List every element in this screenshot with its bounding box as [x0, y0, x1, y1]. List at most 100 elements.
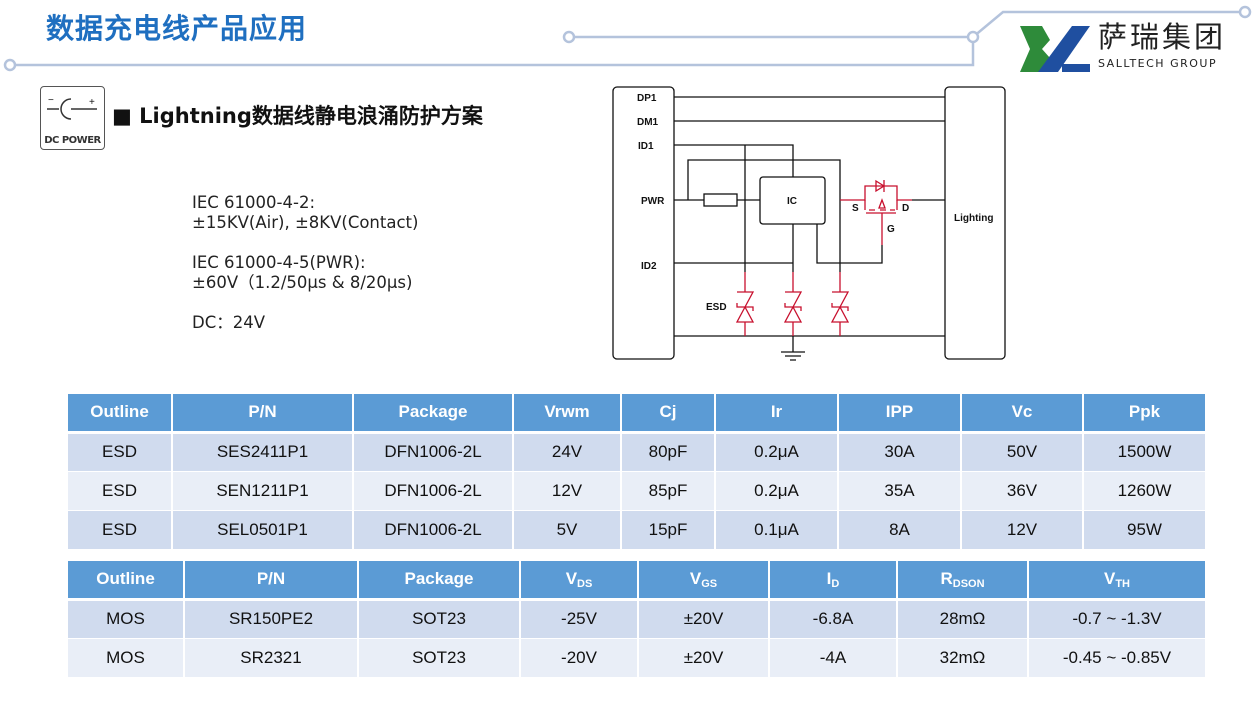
header-text: P/N: [256, 569, 286, 589]
column-header: Cj: [621, 394, 716, 434]
table-cell: 35A: [838, 471, 962, 511]
column-header: Outline: [68, 394, 173, 434]
table-cell: -25V: [520, 599, 639, 639]
table-cell: ±20V: [638, 638, 770, 678]
section-title-text: Lightning数据线静电浪涌防护方案: [139, 104, 483, 128]
column-header: P/N: [184, 561, 359, 601]
header-text: V: [1103, 568, 1116, 588]
table-cell: 85pF: [621, 471, 716, 511]
table-cell: SR2321: [184, 638, 359, 678]
header-text: V: [565, 568, 578, 588]
spec-line: ±60V（1.2/50μs & 8/20μs): [192, 273, 413, 292]
column-header: Vrwm: [513, 394, 622, 434]
table-cell: 1260W: [1083, 471, 1205, 511]
table-cell: 12V: [961, 510, 1084, 550]
table-cell: DFN1006-2L: [353, 432, 514, 472]
source-label: S: [852, 203, 859, 214]
pin-label: ID1: [638, 141, 654, 152]
header-subscript: D: [831, 577, 840, 590]
header-text: Outline: [96, 569, 155, 589]
header-subscript: GS: [701, 577, 718, 590]
table-cell: SEL0501P1: [172, 510, 354, 550]
table-cell: DFN1006-2L: [353, 471, 514, 511]
table-cell: DFN1006-2L: [353, 510, 514, 550]
table-cell: -0.7 ~ -1.3V: [1028, 599, 1205, 639]
table-row: MOS SR2321 SOT23 -20V ±20V -4A 32mΩ -0.45 ~ -0.…: [68, 638, 1205, 678]
plus-sign: +: [89, 97, 95, 108]
table-row: ESD SEN1211P1 DFN1006-2L 12V 85pF 0.2μA 35A 36V…: [68, 471, 1205, 511]
header-text: I: [826, 568, 832, 588]
dc-power-label: DC POWER: [44, 135, 101, 146]
column-header: Package: [358, 561, 521, 601]
table-cell: SES2411P1: [172, 432, 354, 472]
minus-sign: −: [48, 95, 54, 106]
table-cell: 36V: [961, 471, 1084, 511]
table-cell: 30A: [838, 432, 962, 472]
page-title: 数据充电线产品应用: [46, 12, 308, 45]
column-header: Vc: [961, 394, 1084, 434]
table-cell: SOT23: [358, 599, 521, 639]
header-text: R: [940, 568, 953, 588]
table-row: ESD SES2411P1 DFN1006-2L 24V 80pF 0.2μA 30A 50V…: [68, 432, 1205, 472]
column-header: RDSON: [897, 561, 1029, 601]
table-cell: 12V: [513, 471, 622, 511]
table-row: ESD SEL0501P1 DFN1006-2L 5V 15pF 0.1μA 8A 12V 95…: [68, 510, 1205, 550]
table-cell: MOS: [68, 638, 185, 678]
table-cell: 15pF: [621, 510, 716, 550]
table-cell: SR150PE2: [184, 599, 359, 639]
column-header: P/N: [172, 394, 354, 434]
table-cell: -6.8A: [769, 599, 898, 639]
spec-line: IEC 61000-4-5(PWR):: [192, 253, 366, 272]
header-text: V: [689, 568, 702, 588]
table-cell: ±20V: [638, 599, 770, 639]
table-cell: 1500W: [1083, 432, 1205, 472]
table-cell: -0.45 ~ -0.85V: [1028, 638, 1205, 678]
table-cell: 0.2μA: [715, 471, 839, 511]
column-header: VDS: [520, 561, 639, 601]
esd-table: Outline P/N Package Vrwm Cj Ir IPP Vc Ppk ESD SES2…: [68, 394, 1205, 550]
logo-subtext: SALLTECH GROUP: [1098, 57, 1218, 70]
pin-label: ID2: [641, 261, 657, 272]
column-header: VGS: [638, 561, 770, 601]
column-header: ID: [769, 561, 898, 601]
dc-power-icon: − + DC POWER: [40, 86, 105, 150]
spec-line: ±15KV(Air), ±8KV(Contact): [192, 213, 419, 232]
table-cell: SEN1211P1: [172, 471, 354, 511]
table-cell: 95W: [1083, 510, 1205, 550]
column-header: Ir: [715, 394, 839, 434]
column-header: Ppk: [1083, 394, 1205, 434]
gate-label: G: [887, 224, 895, 235]
table-cell: 80pF: [621, 432, 716, 472]
table-cell: 0.1μA: [715, 510, 839, 550]
mos-table: Outline P/N Package VDS VGS ID RDSON VTH MOS SR15…: [68, 561, 1205, 678]
drain-label: D: [902, 203, 909, 214]
table-cell: 5V: [513, 510, 622, 550]
column-header: VTH: [1028, 561, 1205, 601]
header-text: Package: [404, 569, 474, 589]
bullet: ■: [112, 104, 132, 128]
column-header: Outline: [68, 561, 185, 601]
table-cell: 8A: [838, 510, 962, 550]
table-row: MOS SR150PE2 SOT23 -25V ±20V -6.8A 28mΩ -0.7 ~ …: [68, 599, 1205, 639]
table-cell: 32mΩ: [897, 638, 1029, 678]
table-cell: -4A: [769, 638, 898, 678]
connector-label: Lighting: [954, 213, 993, 224]
salltech-logo-icon: [1020, 26, 1090, 72]
header-decoration-lines: [3, 5, 1252, 72]
header-subscript: DS: [577, 577, 593, 590]
logo-text: 萨瑞集团: [1098, 20, 1227, 54]
header-subscript: TH: [1115, 577, 1130, 590]
circuit-diagram: DP1 DM1 ID1 PWR ID2 IC ESD S D G Lightin…: [612, 86, 1006, 361]
spec-list: IEC 61000-4-2: ±15KV(Air), ±8KV(Contact) …: [192, 193, 418, 353]
column-header: IPP: [838, 394, 962, 434]
table-cell: ESD: [68, 432, 173, 472]
table-cell: 50V: [961, 432, 1084, 472]
table-cell: -20V: [520, 638, 639, 678]
ic-label: IC: [787, 196, 797, 207]
pin-label: PWR: [641, 196, 665, 207]
table-cell: MOS: [68, 599, 185, 639]
esd-label: ESD: [706, 302, 727, 313]
pin-label: DP1: [637, 93, 657, 104]
pin-label: DM1: [637, 117, 659, 128]
table-cell: ESD: [68, 510, 173, 550]
